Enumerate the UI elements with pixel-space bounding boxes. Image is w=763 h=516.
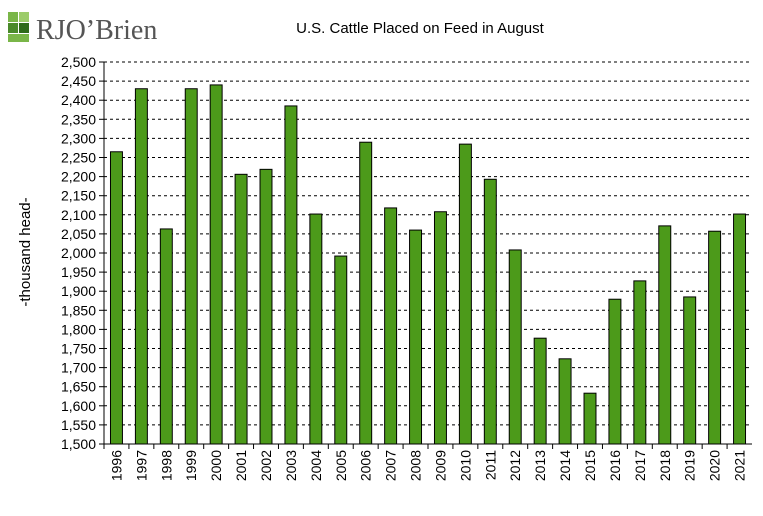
x-tick-label: 2007 bbox=[383, 450, 399, 481]
x-tick-label: 2020 bbox=[707, 450, 723, 481]
x-tick-label: 2006 bbox=[358, 450, 374, 481]
x-tick-label: 2010 bbox=[457, 450, 473, 481]
y-tick-label: 1,650 bbox=[61, 379, 96, 395]
y-tick-label: 1,600 bbox=[61, 398, 96, 414]
x-tick-label: 2019 bbox=[682, 450, 698, 481]
y-tick-label: 2,350 bbox=[61, 111, 96, 127]
y-tick-label: 1,900 bbox=[61, 283, 96, 299]
grid-layer bbox=[104, 61, 752, 426]
y-tick-label: 2,250 bbox=[61, 150, 96, 166]
bar-2002 bbox=[259, 168, 273, 445]
x-tick-label: 2001 bbox=[233, 450, 249, 481]
bar-2009 bbox=[433, 211, 447, 445]
bar-2008 bbox=[409, 229, 423, 445]
bar-2013 bbox=[533, 337, 547, 445]
bar-2010 bbox=[458, 143, 472, 445]
y-tick-label: 1,550 bbox=[61, 417, 96, 433]
logo-square-4 bbox=[19, 23, 29, 33]
logo-square-3 bbox=[8, 23, 18, 33]
x-tick-label: 2012 bbox=[507, 450, 523, 481]
y-axis-label: -thousand head- bbox=[17, 197, 34, 306]
x-tick-label: 1996 bbox=[108, 450, 124, 481]
x-tick-label: 1999 bbox=[183, 450, 199, 481]
x-tick-label: 2021 bbox=[732, 450, 748, 481]
x-tick-label: 2015 bbox=[582, 450, 598, 481]
axis-layer: 1,500 1,550 1,600 1,650 1,700 1,750 1,800 1,850… bbox=[61, 54, 752, 481]
y-tick-label: 1,500 bbox=[61, 436, 96, 452]
bar-2019 bbox=[683, 296, 697, 445]
x-tick-label: 2009 bbox=[432, 450, 448, 481]
y-tick-label: 2,300 bbox=[61, 130, 96, 146]
bar-2011 bbox=[483, 178, 497, 445]
bar-2015 bbox=[583, 392, 597, 445]
bar-2014 bbox=[558, 358, 572, 445]
bar-layer bbox=[109, 84, 747, 445]
x-tick-label: 2017 bbox=[632, 450, 648, 481]
bar-2018 bbox=[658, 225, 672, 445]
y-tick-label: 2,150 bbox=[61, 188, 96, 204]
y-tick-label: 1,850 bbox=[61, 302, 96, 318]
bar-2003 bbox=[284, 105, 298, 445]
y-tick-label: 2,050 bbox=[61, 226, 96, 242]
y-tick-label: 1,800 bbox=[61, 321, 96, 337]
x-tick-label: 2003 bbox=[283, 450, 299, 481]
y-tick-label: 2,400 bbox=[61, 92, 96, 108]
logo-square-5 bbox=[8, 34, 29, 42]
logo-square-2 bbox=[19, 12, 29, 22]
bar-2005 bbox=[334, 255, 348, 445]
bar-2020 bbox=[708, 230, 722, 445]
x-tick-label: 2013 bbox=[532, 450, 548, 481]
bar-2016 bbox=[608, 298, 622, 445]
bar-2017 bbox=[633, 280, 647, 445]
rjobrien-logo: RJO’Brien bbox=[8, 12, 157, 46]
bar-2000 bbox=[209, 84, 223, 445]
y-tick-label: 2,100 bbox=[61, 207, 96, 223]
x-tick-label: 2014 bbox=[557, 450, 573, 481]
bar-2006 bbox=[359, 141, 373, 445]
bar-1997 bbox=[134, 88, 148, 445]
y-tick-label: 2,000 bbox=[61, 245, 96, 261]
bar-2007 bbox=[384, 207, 398, 445]
x-tick-label: 2016 bbox=[607, 450, 623, 481]
y-tick-label: 2,500 bbox=[61, 54, 96, 70]
y-tick-label: 1,700 bbox=[61, 360, 96, 376]
bar-2021 bbox=[733, 213, 747, 445]
x-tick-label: 2008 bbox=[408, 450, 424, 481]
y-tick-label: 2,450 bbox=[61, 73, 96, 89]
bar-1996 bbox=[109, 151, 123, 445]
chart-title: U.S. Cattle Placed on Feed in August bbox=[296, 20, 544, 37]
bar-2012 bbox=[508, 249, 522, 445]
x-tick-label: 2004 bbox=[308, 450, 324, 481]
bar-1998 bbox=[159, 228, 173, 445]
x-tick-label: 2018 bbox=[657, 450, 673, 481]
logo-text: RJO’Brien bbox=[36, 15, 157, 46]
bar-1999 bbox=[184, 88, 198, 445]
y-tick-label: 2,200 bbox=[61, 169, 96, 185]
y-tick-label: 1,750 bbox=[61, 341, 96, 357]
x-tick-label: 2011 bbox=[482, 450, 498, 480]
x-tick-label: 1998 bbox=[158, 450, 174, 481]
x-tick-label: 2000 bbox=[208, 450, 224, 481]
bar-2004 bbox=[309, 213, 323, 445]
y-tick-label: 1,950 bbox=[61, 264, 96, 280]
bar-2001 bbox=[234, 173, 248, 445]
x-tick-label: 2002 bbox=[258, 450, 274, 481]
logo-square-1 bbox=[8, 12, 18, 22]
x-tick-label: 1997 bbox=[133, 450, 149, 481]
x-tick-label: 2005 bbox=[333, 450, 349, 481]
